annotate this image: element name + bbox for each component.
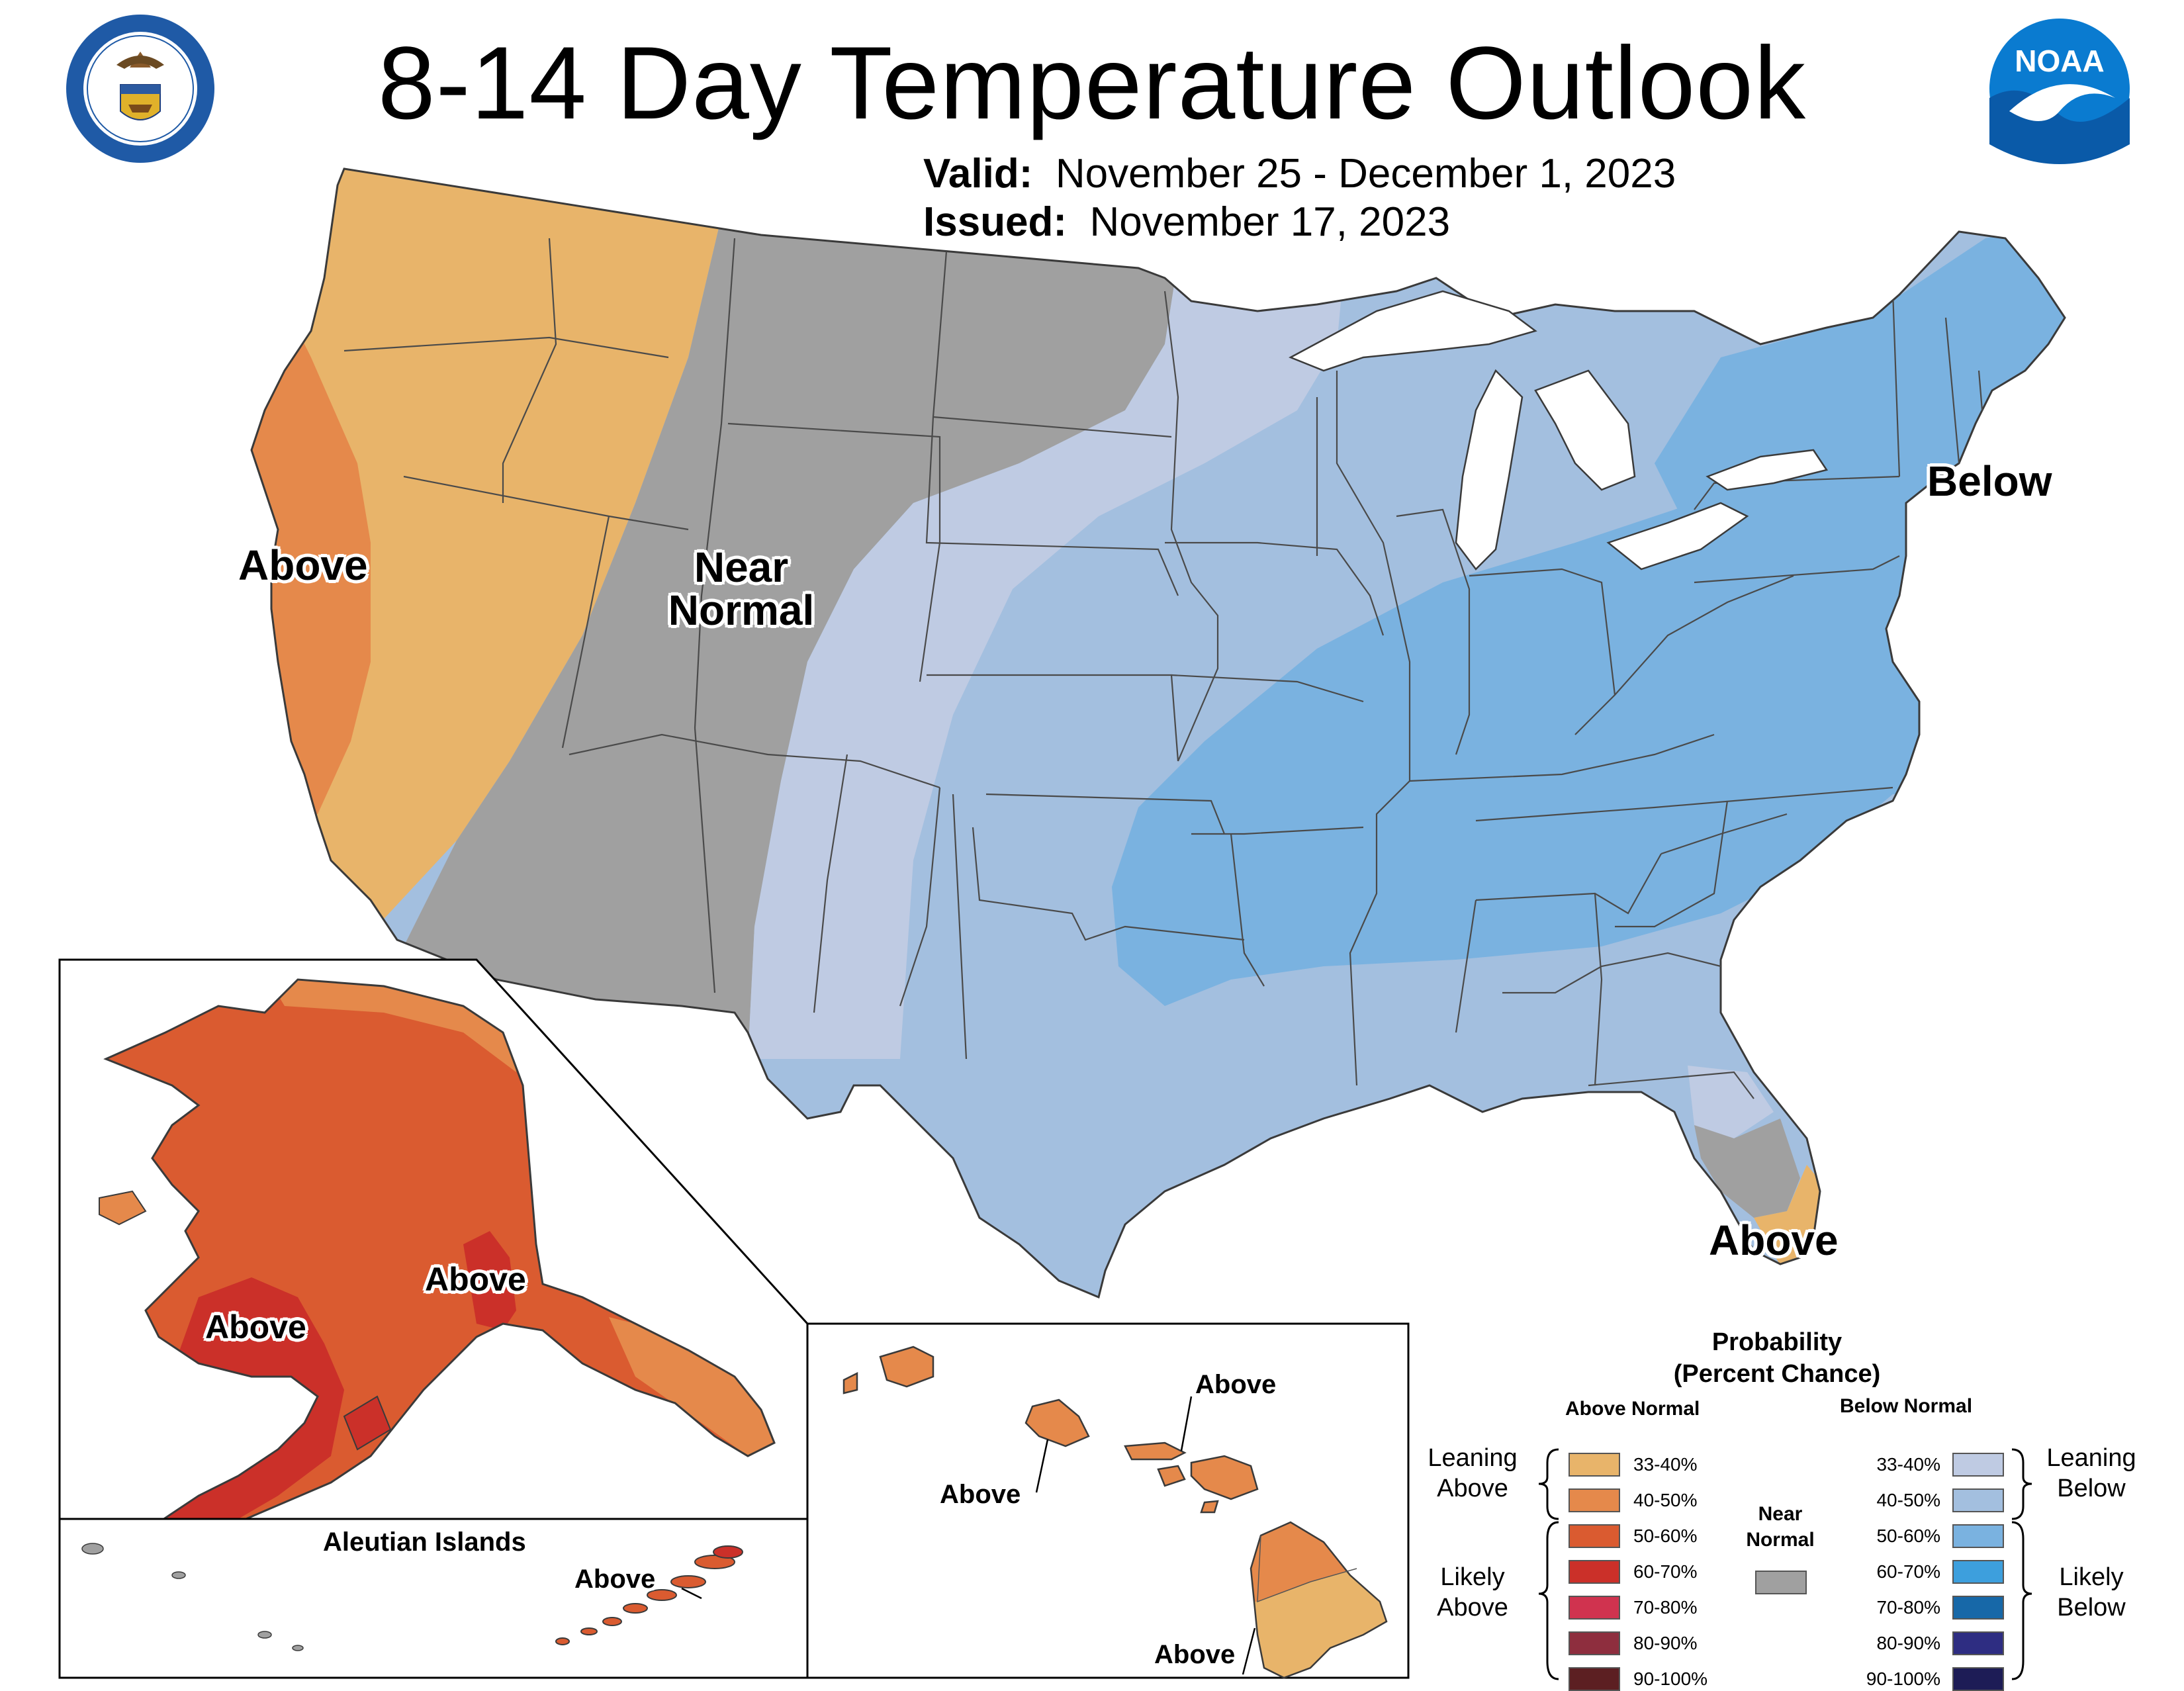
below-pct-6: 80-90%	[1876, 1633, 1940, 1653]
below-swatch-6	[1952, 1631, 2004, 1655]
label-hawaii-above-top: Above	[1195, 1370, 1277, 1399]
commerce-seal-logo	[66, 15, 214, 163]
label-near-normal-line1: Near	[694, 543, 789, 591]
fl-near-normal	[1694, 1119, 1800, 1218]
above-swatch-5	[1569, 1596, 1620, 1620]
above-pct-6: 80-90%	[1633, 1633, 1698, 1653]
above-normal-header: Above Normal	[1565, 1398, 1700, 1420]
page-title: 8-14 Day Temperature Outlook	[377, 26, 1807, 141]
valid-line: Valid: November 25 - December 1, 2023	[923, 154, 1676, 195]
leaning-below-line2: Below	[2057, 1475, 2126, 1503]
leaning-above-label: Leaning Above	[1416, 1443, 1529, 1504]
label-hawaii-above-bottom: Above	[1154, 1640, 1236, 1669]
near-normal-swatch	[1755, 1571, 1807, 1594]
below-pct-2: 40-50%	[1876, 1490, 1940, 1510]
below-pct-1: 33-40%	[1876, 1454, 1940, 1475]
great-lakes	[1289, 290, 1829, 571]
leaning-above-line2: Above	[1437, 1475, 1508, 1503]
label-hawaii-above-left: Above	[940, 1480, 1021, 1509]
legend-title: Probability (Percent Chance)	[1641, 1327, 1913, 1390]
above-swatch-6	[1569, 1631, 1620, 1655]
coast-above-40-50	[251, 169, 371, 834]
legend-brackets	[1538, 1448, 2032, 1680]
near-normal-legend-label: Near Normal	[1727, 1501, 1833, 1553]
likely-above-line2: Above	[1437, 1594, 1508, 1622]
near-normal-legend-line2: Normal	[1746, 1529, 1815, 1551]
label-aleutian-above: Above	[574, 1565, 656, 1594]
label-northeast-below: Below	[1927, 457, 2052, 505]
above-swatch-3	[1569, 1524, 1620, 1548]
below-pct-3: 50-60%	[1876, 1526, 1940, 1546]
below-33-40-band	[748, 169, 1357, 1059]
leaning-below-line1: Leaning	[2046, 1444, 2136, 1472]
label-west-above: Above	[238, 541, 368, 589]
above-swatch-7	[1569, 1667, 1620, 1691]
above-pct-7: 90-100%	[1633, 1668, 1708, 1689]
below-pct-7: 90-100%	[1866, 1668, 1940, 1689]
state-borders	[343, 238, 1987, 1099]
label-florida-above: Above	[1709, 1216, 1839, 1264]
below-swatch-2	[1952, 1488, 2004, 1512]
likely-below-line1: Likely	[2059, 1563, 2124, 1591]
above-pct-2: 40-50%	[1633, 1490, 1698, 1510]
leaning-above-line1: Leaning	[1428, 1444, 1518, 1472]
likely-above-label: Likely Above	[1416, 1562, 1529, 1623]
above-swatch-2	[1569, 1488, 1620, 1512]
above-swatch-1	[1569, 1453, 1620, 1477]
near-normal-band	[397, 169, 1185, 1059]
legend-title-line2: (Percent Chance)	[1673, 1359, 1881, 1388]
above-pct-4: 60-70%	[1633, 1561, 1698, 1582]
below-pct-4: 60-70%	[1876, 1561, 1940, 1582]
issued-line: Issued: November 17, 2023	[923, 202, 1450, 243]
leaning-below-label: Leaning Below	[2035, 1443, 2148, 1504]
issued-value: November 17, 2023	[1089, 199, 1451, 245]
noaa-logo: NOAA	[1985, 15, 2134, 164]
issued-label: Issued:	[923, 199, 1068, 245]
below-swatch-1	[1952, 1453, 2004, 1477]
below-swatch-3	[1952, 1524, 2004, 1548]
label-near-normal-line2: Normal	[668, 586, 815, 635]
above-swatch-4	[1569, 1560, 1620, 1584]
near-normal-legend-line1: Near	[1758, 1503, 1803, 1525]
label-alaska-above-east: Above	[425, 1261, 526, 1298]
below-pct-5: 70-80%	[1876, 1597, 1940, 1618]
likely-above-line1: Likely	[1440, 1563, 1505, 1591]
above-pct-5: 70-80%	[1633, 1597, 1698, 1618]
noaa-logo-text: NOAA	[2015, 44, 2104, 78]
aleutian-inset	[58, 1518, 809, 1679]
label-near-normal: Near Normal	[655, 543, 827, 635]
above-pct-1: 33-40%	[1633, 1454, 1698, 1475]
below-swatch-7	[1952, 1667, 2004, 1691]
legend-title-line1: Probability	[1711, 1328, 1843, 1356]
below-swatch-5	[1952, 1596, 2004, 1620]
likely-below-label: Likely Below	[2035, 1562, 2148, 1623]
below-50-60-northeast	[1655, 199, 2065, 596]
valid-value: November 25 - December 1, 2023	[1055, 151, 1676, 197]
below-normal-header: Below Normal	[1840, 1395, 1973, 1417]
valid-label: Valid:	[923, 151, 1033, 197]
likely-below-line2: Below	[2057, 1594, 2126, 1622]
below-swatch-4	[1952, 1560, 2004, 1584]
label-alaska-above-west: Above	[205, 1308, 306, 1346]
hawaii-inset	[806, 1322, 1410, 1679]
label-aleutian-title: Aleutian Islands	[323, 1528, 526, 1557]
above-pct-3: 50-60%	[1633, 1526, 1698, 1546]
fl-below-33-40	[1688, 1066, 1774, 1138]
